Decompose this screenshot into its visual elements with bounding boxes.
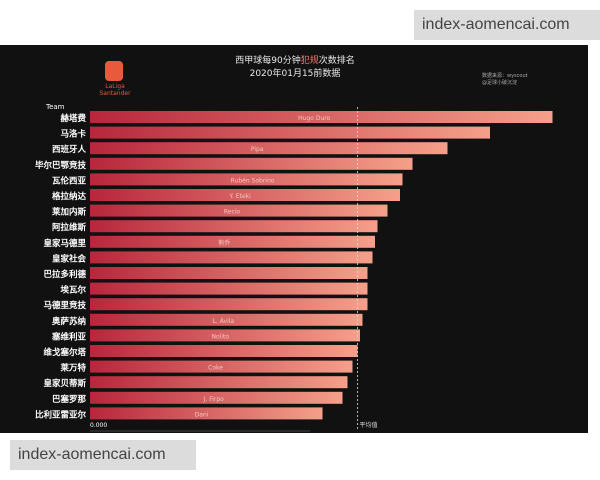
bar	[90, 345, 358, 357]
bar	[90, 313, 363, 326]
category-label: 马德里竞技	[43, 300, 86, 311]
bar	[90, 407, 323, 420]
category-label: 埃瓦尔	[60, 285, 86, 296]
player-label: Rubén Sobrino	[231, 177, 275, 184]
player-label: Hugo Duro	[298, 115, 330, 122]
category-label: 皇家贝蒂斯	[43, 378, 86, 389]
category-label: 巴拉多利德	[43, 269, 86, 280]
category-label: 赫塔费	[60, 113, 86, 124]
player-label: Nolito	[212, 333, 230, 340]
bar	[90, 235, 375, 248]
chart-panel: LaLiga Santander 西甲球每90分钟犯规次数排名 2020年01月…	[0, 45, 588, 433]
category-label: 莱万特	[60, 363, 86, 374]
player-label: Pipa	[251, 146, 264, 153]
watermark-bottom: index-aomencai.com	[10, 440, 196, 470]
watermark-top: index-aomencai.com	[414, 10, 600, 40]
category-label: 格拉纳达	[52, 191, 87, 202]
bar	[90, 189, 400, 201]
bar	[90, 376, 348, 389]
bar	[90, 251, 373, 264]
category-label: 巴塞罗那	[52, 394, 87, 405]
average-label: 平均值	[360, 421, 378, 429]
chart-title: 西甲球每90分钟犯规次数排名 2020年01月15前数据	[200, 55, 390, 81]
category-label: 维戈塞尔塔	[43, 347, 86, 358]
bar	[90, 360, 353, 373]
y-axis-title: Team	[45, 103, 65, 111]
category-label: 毕尔巴鄂竞技	[35, 160, 87, 171]
player-label: 熊乔	[218, 239, 230, 247]
bar	[90, 204, 388, 217]
category-label: 皇家社会	[52, 253, 87, 264]
bar	[90, 142, 448, 155]
player-label: Y. Eteki	[229, 193, 252, 200]
chart-subtitle: 2020年01月15前数据	[249, 69, 341, 79]
player-label: L. Ávila	[213, 318, 235, 325]
category-label: 西班牙人	[52, 144, 87, 155]
logo-text: LaLiga Santander	[99, 83, 131, 97]
player-label: Recio	[224, 209, 241, 216]
category-label: 莱加内斯	[52, 207, 87, 218]
player-label: Coke	[208, 365, 223, 372]
laliga-badge-icon	[105, 61, 123, 81]
bar	[90, 329, 360, 342]
bar	[90, 220, 378, 233]
player-label: Dani	[195, 411, 209, 418]
laliga-logo: LaLiga Santander	[93, 61, 137, 97]
category-label: 阿拉维斯	[52, 222, 87, 233]
bar	[90, 173, 403, 186]
bar	[90, 282, 368, 295]
category-label: 塞维利亚	[51, 331, 87, 342]
category-label: 比利亚雷亚尔	[35, 409, 87, 420]
category-label: 瓦伦西亚	[52, 175, 87, 186]
bar	[90, 111, 553, 123]
x-tick-label: 0.000	[90, 422, 107, 429]
category-label: 马洛卡	[60, 129, 86, 140]
bar	[90, 267, 368, 279]
bar	[90, 157, 413, 170]
data-source: 数据来源：wyscout @足球小破沉淀	[482, 73, 528, 86]
bar	[90, 126, 490, 139]
category-label: 皇家马德里	[43, 238, 86, 249]
bar	[90, 298, 368, 311]
player-label: J. Firpo	[203, 396, 225, 403]
category-label: 奥萨苏纳	[51, 316, 86, 327]
bar	[90, 391, 343, 404]
